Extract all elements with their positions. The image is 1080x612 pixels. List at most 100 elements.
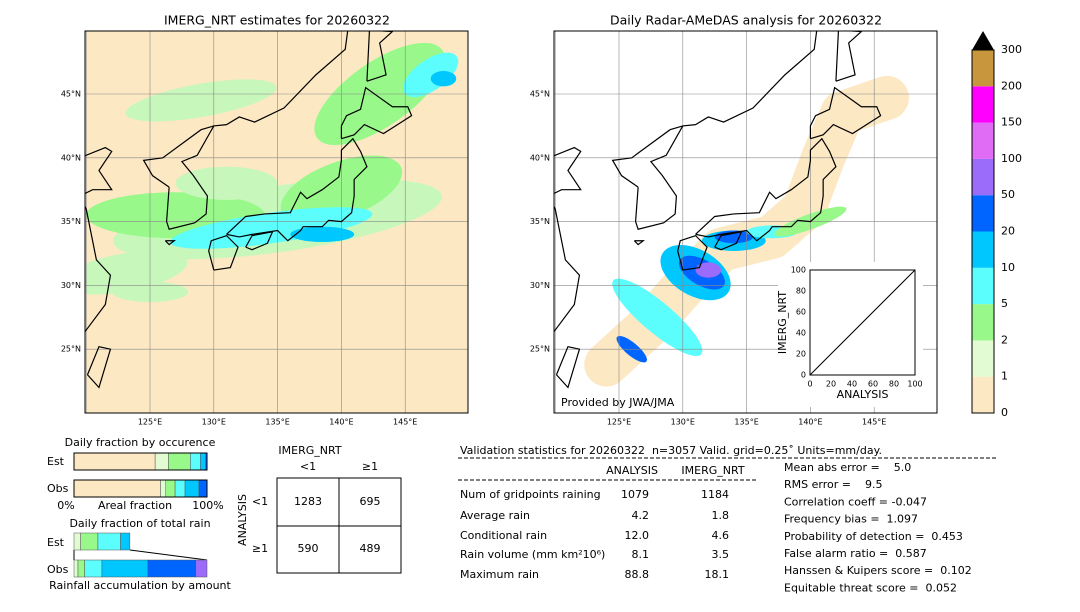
bar-segment (160, 479, 167, 498)
y-tick-label: 20 (796, 350, 806, 359)
coastline (208, 234, 239, 271)
row-label: Rain volume (mm km²10⁶) (460, 548, 605, 561)
row-label: Obs (47, 482, 69, 495)
contingency-title: IMERG_NRT (278, 444, 341, 457)
lat-label: 45°N (61, 90, 81, 99)
bar-segment (198, 479, 208, 498)
lon-label: 125°E (138, 418, 162, 427)
row-label: Est (47, 536, 65, 549)
col-label: <1 (300, 460, 316, 473)
bar-segment (101, 559, 149, 578)
lon-label: 145°E (862, 418, 886, 427)
diagonal (809, 269, 916, 376)
cell: 590 (298, 542, 319, 555)
lon-label: 135°E (734, 418, 758, 427)
rain-area (403, 52, 459, 98)
caption: Rainfall accumulation by amount (49, 579, 231, 592)
bar-segment (195, 559, 208, 578)
colorbar-label: 150 (1001, 116, 1022, 129)
value: 4.6 (712, 529, 730, 542)
bar-segment (77, 559, 85, 578)
coastline (164, 240, 177, 246)
map-frame (84, 30, 469, 414)
row-axis-label: ANALYSIS (236, 494, 249, 546)
bar-segment (147, 559, 196, 578)
x-tick-label: 0 (807, 380, 812, 389)
row-label: Conditional rain (460, 529, 547, 542)
coastline (714, 231, 743, 251)
cell: 489 (360, 542, 381, 555)
map (85, 31, 468, 413)
coastline (634, 31, 818, 230)
extend-triangle (972, 31, 994, 50)
colorbar-label: 300 (1001, 43, 1022, 56)
coastline (677, 234, 708, 271)
x-tick-label: 40 (847, 380, 857, 389)
y-tick-label: 100 (791, 266, 806, 275)
occurrence-title: Daily fraction by occurence (65, 436, 216, 449)
rain-area (125, 79, 277, 122)
lon-label: 145°E (393, 418, 417, 427)
colorbar-label: 100 (1001, 152, 1022, 165)
map (554, 31, 937, 413)
lat-label: 40°N (530, 153, 550, 162)
connector (129, 549, 208, 561)
x-tick-label: 20 (826, 380, 836, 389)
coastline (366, 31, 394, 82)
row-label: Maximum rain (460, 568, 539, 581)
cell: 1283 (294, 495, 322, 508)
colorbar-segment (972, 267, 994, 305)
x-tick-label: 80 (889, 380, 899, 389)
colorbar-segment (972, 195, 994, 232)
colorbar-label: 2 (1001, 333, 1008, 346)
colorbar-label: 0 (1001, 406, 1008, 419)
left-map-title: IMERG_NRT estimates for 20260322 (164, 13, 390, 28)
coastline (340, 86, 413, 140)
score: Mean abs error = 5.0 (784, 461, 911, 474)
value: 3.5 (712, 548, 730, 561)
lat-label: 35°N (530, 217, 550, 226)
bar-frame (73, 452, 208, 471)
axis-label: 100% (192, 499, 223, 512)
value: 88.8 (625, 568, 650, 581)
colorbar-label: 200 (1001, 79, 1022, 92)
total-rain-title: Daily fraction of total rain (69, 517, 210, 530)
x-tick-label: 60 (868, 380, 878, 389)
coastline (555, 345, 581, 389)
rain-area (170, 207, 373, 249)
lon-label: 125°E (607, 418, 631, 427)
colorbar-segment (972, 231, 994, 268)
row-label: Average rain (460, 509, 530, 522)
coastline (695, 137, 837, 242)
column-head: ANALYSIS (606, 464, 658, 477)
y-tick-label: 80 (796, 287, 806, 296)
lon-label: 140°E (329, 418, 353, 427)
row-label: <1 (252, 495, 268, 508)
value: 4.2 (632, 509, 650, 522)
inset-frame (809, 269, 916, 376)
score: Probability of detection = 0.453 (784, 530, 963, 543)
credit: Provided by JWA/JMA (561, 396, 675, 409)
right-map-title: Daily Radar-AMeDAS analysis for 20260322 (610, 13, 882, 28)
colorbar-label: 20 (1001, 225, 1015, 238)
score: Equitable threat score = 0.052 (784, 581, 957, 594)
map-frame (553, 30, 938, 414)
bar-segment (73, 532, 81, 551)
lat-label: 45°N (530, 90, 550, 99)
rain-area (695, 262, 722, 278)
colorbar-segment (972, 158, 994, 196)
colorbar-segment (972, 340, 994, 377)
bar-segment (165, 479, 176, 498)
lon-label: 130°E (671, 418, 695, 427)
bar-segment (190, 452, 201, 471)
lat-label: 25°N (61, 345, 81, 354)
colorbar-frame (971, 49, 995, 414)
validation-rows: Num of gridpoints raining 1079 1184 Average… (460, 488, 729, 581)
coastline (142, 125, 214, 188)
maps: 45°N 40°N 35°N 30°N 25°N 125°E 130°E 135°E 140°E… (61, 30, 938, 427)
row-label: Est (47, 455, 65, 468)
axis-label: 0% (57, 499, 74, 512)
lat-label: 25°N (530, 345, 550, 354)
rain-area (612, 278, 703, 357)
